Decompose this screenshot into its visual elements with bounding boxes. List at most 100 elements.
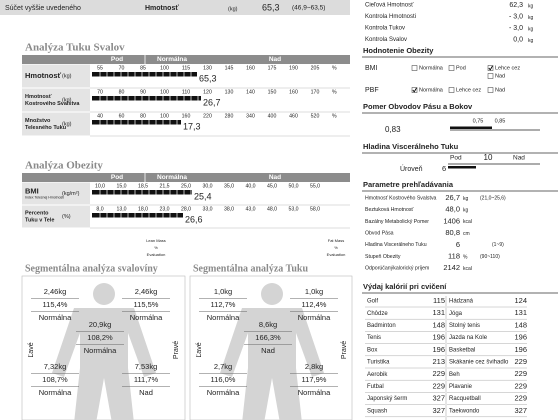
row-label-bg — [22, 64, 90, 88]
scale-label: 160 — [182, 113, 191, 119]
segment-pct: 111,7% — [134, 375, 159, 384]
label: Hladina Viscerálneho Tuku — [365, 242, 427, 248]
header-label: Nad — [269, 174, 281, 181]
label: 62,3 — [509, 2, 523, 9]
section-heading: Hodnotenie Obezity — [363, 46, 434, 55]
scale-label: 205 — [311, 65, 320, 71]
label: Súčet vyššie uvedeného — [5, 5, 81, 12]
scale-label: 460 — [289, 113, 298, 119]
scale-label: 110 — [182, 89, 190, 95]
label: cm — [463, 231, 470, 237]
legend-label: % — [334, 245, 338, 250]
section-title: Segmentálna analýza svalovíny — [25, 263, 158, 274]
header-label: Normálna — [157, 174, 187, 181]
label: (90~110) — [480, 254, 500, 260]
scale-label: 43,0 — [245, 206, 255, 212]
segment-kg: 1,0kg — [305, 287, 323, 296]
label: Kontrola Hmotnosti — [365, 14, 416, 20]
exercise-kcal: 196 — [432, 345, 445, 354]
exercise-name: Squash — [367, 408, 387, 414]
bar — [92, 213, 183, 218]
segment-kg: 7,53kg — [135, 362, 158, 371]
label: kg — [463, 208, 469, 214]
scale-label: 160 — [246, 65, 255, 71]
exercise-name: Beh — [449, 372, 460, 378]
exercise-kcal: 115 — [433, 296, 445, 305]
scale-label: 25,0 — [181, 183, 191, 189]
scale-label: 55 — [97, 65, 103, 71]
scale-label: 130 — [203, 65, 212, 71]
scale-label: 140 — [246, 89, 255, 95]
label: - 3,0 — [509, 25, 523, 32]
segment-eval: Normálna — [298, 388, 331, 397]
scale-label: 90 — [140, 89, 146, 95]
label: Hmotnosť Kostrového Svalstva — [365, 195, 437, 201]
scale-label: 130 — [225, 89, 234, 95]
header-bar — [22, 173, 90, 182]
row-label: Tuku v Tele — [25, 217, 54, 223]
segment-eval: Normálna — [207, 313, 240, 322]
label: 118 — [448, 251, 460, 260]
row-unit: (kg) — [62, 97, 72, 103]
gauge — [448, 166, 476, 169]
label: Bazálny Metabolický Pomer — [365, 219, 429, 225]
segment-eval: Normálna — [207, 388, 240, 397]
exercise-kcal: 229 — [514, 381, 527, 390]
label: Pod — [450, 155, 462, 162]
exercise-kcal: 327 — [432, 394, 445, 403]
scale-label: 23,0 — [159, 206, 169, 212]
row-label-bg — [22, 205, 90, 228]
label: kcal — [463, 266, 472, 272]
exercise-name: Basketbal — [449, 347, 475, 353]
label: 10 — [484, 153, 493, 162]
summary-band — [0, 0, 350, 15]
exercise-name: Jazda na Kole — [449, 335, 488, 341]
legend-label: % — [154, 245, 158, 250]
segment-pct: 117,9% — [302, 375, 327, 384]
exercise-kcal: 327 — [432, 406, 445, 415]
section-heading: Parametre prehľadávania — [363, 180, 454, 189]
label: Beztuková Hmotnosť — [365, 207, 413, 213]
segment-pct: 166,3% — [255, 333, 281, 342]
scale-label: 400 — [268, 113, 277, 119]
scale-label: 60 — [119, 113, 125, 119]
row-value: 17,3 — [183, 121, 201, 131]
segment-pct: 108,2% — [87, 333, 113, 342]
scale-label: 80 — [119, 89, 125, 95]
scale-label: 40,0 — [245, 183, 255, 189]
segment-eval: Normálna — [130, 313, 163, 322]
section-title: Analýza Tuku Svalov — [25, 42, 125, 54]
segment-kg: 2,7kg — [214, 362, 232, 371]
scale-label: 120 — [203, 89, 212, 95]
segment-eval: Normálna — [298, 313, 331, 322]
legend-label: Fat Mass — [328, 238, 344, 243]
label: 26,7 — [445, 193, 460, 202]
scale-label: 38,0 — [224, 206, 234, 212]
scale-label: 70 — [119, 65, 125, 71]
exercise-kcal: 327 — [514, 406, 527, 415]
exercise-name: Chôdze — [367, 311, 388, 317]
exercise-kcal: 229 — [432, 369, 445, 378]
exercise-kcal: 196 — [514, 333, 527, 342]
scale-label: 40 — [97, 113, 103, 119]
checkbox — [487, 87, 494, 93]
row-value: 26,6 — [185, 214, 203, 224]
scale-unit: % — [332, 113, 337, 119]
scale-label: 33,0 — [202, 206, 212, 212]
label: kg — [463, 196, 469, 202]
scale-label: 170 — [311, 89, 320, 95]
label: (kg) — [228, 6, 238, 12]
row-label: PBF — [365, 87, 379, 94]
legend-label: Evaluation — [327, 252, 346, 257]
exercise-name: Hádzaná — [449, 299, 474, 305]
label: Kontrola Svalov — [365, 37, 407, 43]
label: Hmotnosť — [145, 5, 179, 12]
label: (21,0~25,6) — [480, 195, 506, 201]
scale-label: 115 — [182, 65, 190, 71]
scale-unit: % — [332, 65, 337, 71]
row-label-bg — [22, 88, 90, 112]
exercise-name: Golf — [367, 299, 378, 305]
segment-pct: 108,7% — [42, 375, 68, 384]
label: kcal — [463, 219, 472, 225]
